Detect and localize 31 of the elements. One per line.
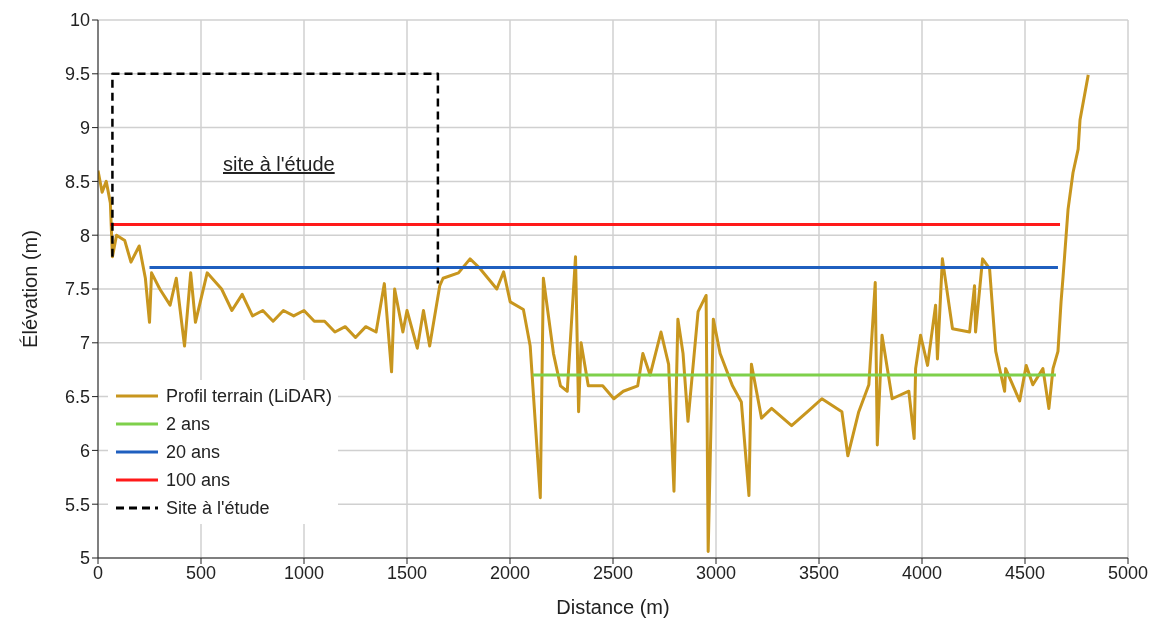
y-tick-label: 5 (79, 548, 90, 569)
legend-label: Profil terrain (LiDAR) (166, 386, 333, 406)
legend-label: Site à l'étude (166, 498, 270, 518)
y-tick-label: 9 (79, 117, 90, 138)
x-tick-label: 2000 (489, 562, 531, 583)
x-tick-label: 4000 (901, 562, 943, 583)
y-tick-label: 6.5 (64, 386, 90, 407)
x-tick-label: 1000 (283, 562, 325, 583)
y-axis-title: Élévation (m) (19, 230, 42, 348)
legend-label: 20 ans (166, 442, 221, 462)
y-tick-label: 9.5 (64, 64, 90, 85)
y-tick-label: 6 (79, 440, 90, 461)
y-tick-label: 8.5 (64, 171, 90, 192)
legend-label: 100 ans (166, 470, 231, 490)
x-tick-label: 1500 (386, 562, 428, 583)
x-tick-label: 3500 (798, 562, 840, 583)
x-tick-label: 4500 (1004, 562, 1046, 583)
annotation: site à l'étude (223, 153, 335, 176)
y-tick-label: 8 (79, 225, 90, 246)
x-tick-label: 2500 (592, 562, 634, 583)
x-tick-label: 500 (185, 562, 217, 583)
x-axis-title: Distance (m) (556, 596, 670, 618)
y-tick-label: 7 (79, 333, 90, 354)
x-tick-label: 3000 (695, 562, 737, 583)
y-tick-label: 7.5 (64, 279, 90, 300)
x-tick-label: 0 (92, 562, 104, 583)
y-tick-label: 10 (69, 10, 90, 31)
x-tick-label: 5000 (1107, 562, 1149, 583)
legend-label: 2 ans (166, 414, 211, 434)
y-tick-label: 5.5 (64, 494, 90, 515)
line-series (98, 73, 1090, 554)
